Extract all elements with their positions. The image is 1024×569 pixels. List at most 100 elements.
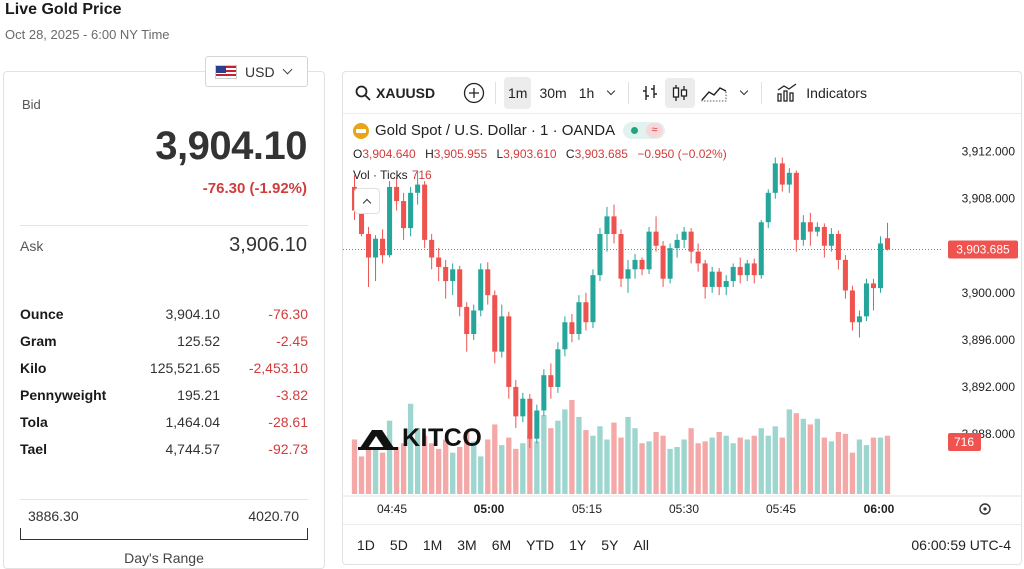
interval-1m[interactable]: 1m: [504, 76, 532, 109]
volume-bar: [562, 409, 568, 494]
chart-panel: XAUUSD 1m 30m 1h Indicators 3,912.000 3,9…: [342, 71, 1022, 565]
ohlc-change: −0.950 (−0.02%): [637, 147, 727, 161]
range-1y-button[interactable]: 1Y: [569, 536, 587, 553]
currency-select[interactable]: USD: [205, 56, 308, 87]
last-volume-badge: [948, 433, 981, 451]
volume-bar: [786, 409, 792, 494]
candle-body: [765, 192, 771, 223]
volume-bar: [393, 447, 400, 494]
volume-bar: [435, 448, 442, 494]
volume-bar: [464, 431, 470, 494]
volume-bar: [653, 431, 659, 494]
day-range-low: 3886.30: [28, 508, 79, 524]
candle-body: [401, 201, 407, 229]
ohlc-low: 3,903.610: [503, 147, 557, 161]
interval-30m[interactable]: 30m: [539, 84, 567, 101]
range-5d-button[interactable]: 5D: [389, 536, 408, 553]
chart-clock[interactable]: 06:00:59 UTC-4: [911, 536, 1011, 553]
candle-body: [723, 281, 729, 287]
candle-body: [513, 386, 519, 417]
volume-bar: [695, 443, 701, 494]
volume-bar: [414, 428, 421, 494]
x-axis-tick-label: 04:45: [377, 502, 407, 516]
candle-body: [506, 316, 512, 387]
candle-body: [849, 290, 855, 323]
unit-change: -3.82: [276, 387, 308, 403]
unit-name: Tola: [20, 414, 48, 430]
candle-body: [492, 295, 498, 352]
candle-body: [779, 163, 785, 185]
unit-price: 125.52: [177, 333, 220, 349]
ohlc-key: O: [353, 147, 363, 161]
volume-bar: [597, 426, 603, 494]
volume-bar: [751, 435, 757, 494]
unit-name: Ounce: [20, 306, 64, 322]
last-price-badge: [948, 240, 1018, 259]
volume-bar: [527, 435, 533, 494]
volume-legend: Vol · Ticks 716: [353, 168, 432, 182]
indicators-button[interactable]: Indicators: [768, 82, 867, 103]
bar-style-button[interactable]: [635, 78, 665, 108]
compare-symbol-button[interactable]: [459, 78, 489, 108]
range-all-button[interactable]: All: [633, 536, 649, 553]
range-3m-button[interactable]: 3M: [457, 536, 477, 553]
candle-body: [632, 259, 638, 270]
volume-legend-label: Vol · Ticks: [353, 168, 408, 182]
ohlc-bars-icon: [643, 84, 658, 100]
settings-gear-icon[interactable]: [979, 503, 991, 515]
range-6m-button[interactable]: 6M: [491, 536, 512, 553]
range-5y-button[interactable]: 5Y: [601, 536, 619, 553]
volume-bar: [842, 433, 849, 494]
candle-body: [471, 310, 477, 334]
volume-bar: [485, 439, 491, 494]
interval-dropdown-icon[interactable]: [607, 86, 616, 96]
volume-bar: [793, 413, 799, 494]
page-title: Live Gold Price: [5, 1, 122, 18]
candle-body: [555, 349, 561, 387]
volume-bar: [499, 445, 505, 494]
range-1m-button[interactable]: 1M: [422, 536, 443, 553]
price-chart[interactable]: 3,912.0003,908.0003,904.0003,900.0003,89…: [343, 114, 1022, 524]
y-axis-tick-label: 3,900.000: [962, 286, 1016, 300]
area-chart-icon: [701, 86, 727, 101]
symbol-search[interactable]: XAUUSD: [343, 85, 459, 101]
area-style-button[interactable]: [695, 78, 733, 108]
volume-bar: [569, 400, 575, 494]
candle-body: [415, 184, 421, 193]
ohlc-readout: O3,904.640 H3,905.955 L3,903.610 C3,903.…: [353, 147, 733, 161]
candle-body: [884, 238, 891, 250]
collapse-legend-button[interactable]: [354, 188, 380, 214]
unit-price-table: Ounce 3,904.10 -76.30 Gram 125.52 -2.45 …: [20, 306, 308, 468]
volume-bar: [828, 441, 835, 494]
volume-bar: [386, 420, 393, 494]
candle-style-button[interactable]: [665, 77, 696, 108]
ask-label: Ask: [20, 238, 44, 254]
ohlc-key: C: [565, 147, 575, 161]
unit-change: -76.30: [268, 306, 308, 322]
volume-bar: [506, 437, 512, 494]
range-1d-button[interactable]: 1D: [357, 536, 375, 553]
search-icon: [355, 85, 371, 100]
unit-row-gram: Gram 125.52 -2.45: [20, 333, 308, 360]
volume-bar: [688, 428, 694, 494]
volume-bar: [583, 430, 589, 494]
volume-bar: [639, 443, 645, 494]
candle-body: [548, 375, 554, 387]
ask-price: 3,906.10: [229, 234, 307, 256]
candle-body: [758, 222, 764, 276]
candle-body: [688, 231, 694, 252]
volume-bar: [758, 428, 764, 494]
chart-style-dropdown-icon[interactable]: [740, 86, 749, 96]
indicators-label: Indicators: [806, 84, 867, 101]
candle-body: [821, 226, 827, 246]
range-ytd-button[interactable]: YTD: [526, 536, 555, 553]
volume-bar: [457, 447, 463, 494]
interval-1h[interactable]: 1h: [578, 84, 595, 101]
volume-bar: [618, 437, 624, 494]
volume-bar: [765, 435, 771, 494]
indicators-icon: [777, 82, 797, 102]
candle-body: [828, 234, 834, 246]
volume-bar: [492, 424, 498, 494]
candle-body: [751, 263, 757, 276]
symbol-label: XAUUSD: [376, 84, 436, 101]
